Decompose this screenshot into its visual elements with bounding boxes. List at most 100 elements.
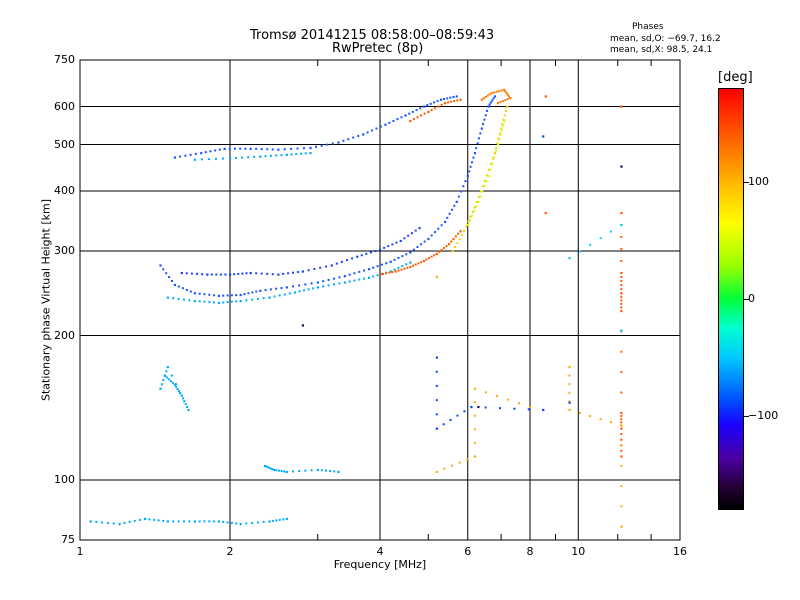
data-point	[282, 518, 285, 521]
data-point	[296, 147, 299, 150]
data-point	[479, 132, 482, 135]
data-point	[337, 470, 340, 474]
data-point	[342, 139, 345, 142]
data-point	[319, 266, 322, 269]
data-point	[488, 103, 491, 106]
data-point	[443, 247, 446, 250]
data-point	[241, 272, 244, 275]
data-point	[446, 97, 449, 100]
data-point	[320, 469, 323, 472]
data-point	[307, 288, 310, 291]
data-point	[384, 123, 387, 126]
data-point	[620, 302, 623, 305]
data-point	[380, 272, 383, 275]
data-point	[324, 265, 327, 268]
data-point	[482, 123, 485, 126]
data-point	[448, 212, 451, 215]
data-point	[159, 387, 162, 390]
y-tick-label: 75	[61, 533, 75, 546]
y-tick-label: 750	[54, 53, 75, 66]
y-tick-label: 200	[54, 328, 75, 342]
data-point	[389, 270, 392, 273]
data-point	[464, 180, 467, 183]
data-point	[264, 155, 267, 158]
data-point	[285, 517, 288, 521]
data-point	[273, 295, 276, 298]
data-point	[340, 260, 343, 263]
data-point	[599, 418, 602, 421]
data-point	[430, 109, 433, 112]
data-point	[445, 245, 448, 248]
data-point	[237, 272, 240, 275]
data-point	[360, 254, 363, 257]
data-point	[410, 232, 413, 235]
data-point	[307, 269, 310, 272]
data-point	[620, 485, 623, 488]
data-point	[316, 281, 319, 284]
data-point	[296, 271, 299, 274]
data-point	[501, 123, 504, 126]
data-point	[473, 401, 476, 404]
data-point	[186, 406, 189, 409]
data-point	[217, 301, 221, 305]
data-point	[172, 297, 175, 300]
data-point	[162, 519, 165, 522]
data-point	[358, 278, 361, 281]
data-point	[425, 258, 428, 261]
data-point	[500, 127, 503, 130]
data-point	[480, 127, 483, 130]
data-point	[544, 212, 547, 215]
data-point	[275, 469, 278, 472]
data-point	[187, 408, 190, 412]
data-point	[292, 271, 295, 274]
data-point	[169, 380, 172, 383]
data-point	[267, 466, 270, 469]
data-point	[415, 109, 418, 112]
data-point	[568, 383, 571, 386]
data-point	[213, 520, 216, 523]
data-point	[435, 399, 438, 402]
data-point	[224, 273, 227, 276]
data-point	[277, 273, 280, 276]
data-point	[165, 370, 168, 373]
data-point	[427, 110, 430, 113]
data-point	[301, 270, 305, 273]
data-point	[275, 154, 278, 157]
data-point	[412, 118, 415, 121]
data-point	[499, 407, 502, 410]
data-point	[420, 261, 423, 264]
data-point	[499, 134, 502, 137]
colorbar-tick-mark	[744, 416, 749, 418]
data-point	[473, 428, 476, 431]
data-point	[467, 220, 470, 223]
data-point	[213, 294, 216, 297]
data-point	[437, 227, 440, 230]
data-point	[472, 156, 475, 159]
data-point	[477, 200, 480, 203]
data-point	[291, 470, 294, 473]
data-point	[481, 190, 484, 193]
data-point	[506, 93, 509, 96]
data-point	[500, 89, 503, 92]
data-point	[352, 136, 355, 139]
data-point	[394, 270, 397, 273]
data-point	[506, 398, 509, 401]
data-point	[235, 300, 238, 303]
data-point	[277, 148, 280, 151]
data-point	[262, 520, 265, 523]
data-point	[196, 272, 199, 275]
data-point	[479, 195, 482, 198]
data-point	[568, 257, 571, 260]
data-point	[502, 118, 505, 121]
data-point	[482, 185, 485, 188]
colorbar-tick-label: −100	[748, 409, 779, 423]
data-point	[568, 365, 571, 369]
data-point	[544, 95, 547, 98]
data-point	[200, 158, 203, 161]
data-point	[459, 98, 462, 101]
data-point	[409, 119, 412, 123]
data-point	[233, 147, 236, 150]
colorbar-tick-label: 0	[748, 292, 755, 305]
data-point	[465, 225, 468, 228]
data-point	[269, 288, 272, 291]
